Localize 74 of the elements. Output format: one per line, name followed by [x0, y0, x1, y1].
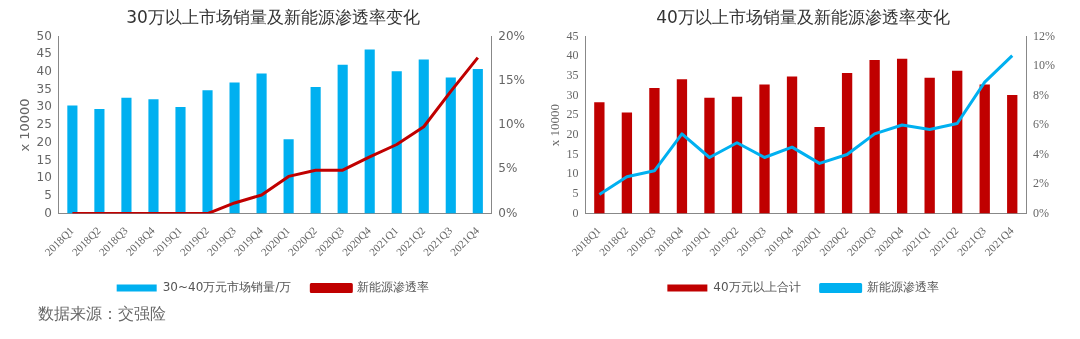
y2-tick-label: 6%	[1033, 117, 1049, 132]
y-tick-label: 15	[36, 152, 52, 167]
y2-tick-label: 0%	[498, 205, 518, 220]
bar	[841, 73, 853, 214]
y-tick-label: 45	[36, 46, 52, 61]
y-tick-label: 5	[44, 188, 52, 203]
bar	[67, 105, 78, 214]
bar	[924, 77, 935, 214]
y2-tick-label: 4%	[1033, 146, 1049, 161]
y2-tick-label: 8%	[1033, 87, 1049, 102]
y-tick-label: 10	[36, 170, 52, 185]
y-tick-label: 0	[572, 205, 579, 220]
y2-tick-label: 10%	[1033, 58, 1055, 73]
source-note: 数据来源：交强险	[38, 304, 167, 325]
bar	[786, 76, 798, 214]
legend-label: 40万元以上合计	[713, 280, 801, 295]
bar	[594, 102, 605, 214]
y-axis-title: x 10000	[547, 103, 563, 147]
bar	[175, 106, 186, 214]
chart-title: 30万以上市场销量及新能源渗透率变化	[126, 6, 420, 27]
chart-title: 40万以上市场销量及新能源渗透率变化	[656, 6, 950, 27]
bar	[121, 97, 132, 214]
bar	[445, 77, 456, 214]
bar	[337, 64, 348, 214]
bar	[676, 79, 688, 214]
y2-tick-label: 0%	[1033, 205, 1049, 220]
y-axis-title: x 10000	[17, 98, 33, 152]
legend-label: 新能源渗透率	[866, 280, 939, 295]
y-tick-label: 30	[36, 99, 52, 114]
y-tick-label: 10	[566, 166, 579, 181]
y2-tick-label: 12%	[1033, 28, 1055, 43]
bar	[202, 90, 213, 214]
y-tick-label: 20	[36, 134, 52, 149]
bar	[979, 84, 990, 214]
bar	[952, 70, 963, 214]
y-tick-label: 40	[36, 63, 52, 78]
bar	[731, 96, 743, 214]
y-tick-label: 50	[36, 28, 52, 43]
y-tick-label: 40	[566, 48, 579, 63]
y-tick-label: 45	[566, 28, 579, 43]
bar	[148, 99, 159, 214]
bar	[94, 109, 105, 214]
bar	[229, 82, 240, 214]
bar	[896, 58, 908, 214]
y-tick-label: 0	[44, 205, 52, 220]
y-tick-label: 20	[566, 127, 579, 141]
y2-tick-label: 15%	[498, 72, 525, 87]
y2-tick-label: 5%	[498, 161, 518, 176]
bar	[759, 84, 770, 214]
y-tick-label: 5	[572, 186, 579, 201]
y-tick-label: 25	[566, 107, 579, 122]
bar	[472, 69, 483, 214]
bar	[391, 71, 402, 214]
bar	[418, 59, 429, 214]
y2-tick-label: 2%	[1033, 176, 1049, 191]
y2-tick-label: 20%	[498, 28, 525, 43]
bar	[869, 60, 880, 214]
bar	[621, 112, 633, 214]
y-tick-label: 35	[36, 81, 52, 96]
y2-tick-label: 10%	[498, 117, 525, 132]
bar	[814, 126, 825, 214]
bar	[649, 87, 660, 214]
y-tick-label: 15	[566, 146, 579, 161]
legend-label: 30~40万元市场销量/万	[162, 280, 292, 295]
bar	[310, 87, 321, 214]
bar	[283, 139, 294, 214]
bar	[704, 97, 715, 214]
y-tick-label: 25	[36, 117, 52, 132]
bar	[1007, 95, 1018, 214]
y-tick-label: 30	[566, 87, 579, 102]
bar	[364, 49, 375, 214]
y-tick-label: 35	[566, 67, 579, 82]
legend-label: 新能源渗透率	[357, 280, 430, 295]
bar	[256, 73, 267, 214]
